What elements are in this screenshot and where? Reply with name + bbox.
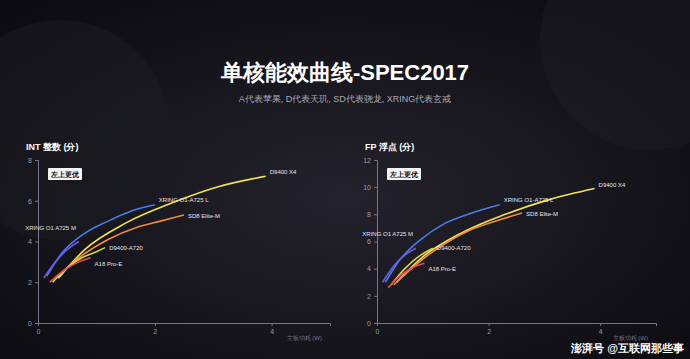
tick: 12 — [363, 157, 377, 164]
tick: 10 — [363, 184, 377, 191]
series-line — [58, 176, 265, 278]
tick-label: 0 — [37, 328, 41, 335]
x-axis: 0 2 4 — [376, 323, 657, 335]
series-line — [50, 258, 91, 282]
canvas: 单核能效曲线-SPEC2017 A代表苹果, D代表天玑, SD代表骁龙, XRI… — [0, 0, 690, 359]
tick-label: 10 — [363, 184, 371, 191]
badge — [387, 168, 421, 180]
tick-mark — [35, 242, 38, 243]
tick: 4 — [367, 265, 377, 272]
tick-mark — [374, 160, 377, 161]
chart-panel: 0 2 4 0 2 4 6 8 INT 整数 (分) 主板功耗 (W) 左上更优 D9400 X4 XR… — [25, 142, 330, 341]
tick: 2 — [153, 323, 157, 335]
tick: 0 — [28, 320, 38, 327]
badge-text: 左上更优 — [50, 171, 79, 179]
series-label: XRING O1-A725 L — [159, 197, 209, 203]
tick-label: 2 — [487, 328, 491, 335]
series-line — [394, 213, 522, 285]
x-axis: 0 2 4 — [37, 323, 331, 335]
series-label: XRING O1-A725 L — [504, 197, 554, 203]
tick-mark — [489, 323, 490, 326]
subtitle: A代表苹果, D代表天玑, SD代表骁龙, XRING代表玄戒 — [239, 94, 452, 104]
tick: 2 — [367, 293, 377, 300]
series-label: D9400-A720 — [437, 245, 471, 251]
y-axis: 0 2 4 6 8 — [28, 157, 38, 327]
tick: 6 — [367, 238, 377, 245]
tick-label: 2 — [153, 328, 157, 335]
badge — [48, 168, 82, 180]
tick-mark — [374, 242, 377, 243]
chart-panel: 0 2 4 0 2 4 6 8 10 12 FP 浮点 (分) 主板功耗 (W) 左上更优 D9400 X… — [362, 142, 656, 341]
tick: 2 — [487, 323, 491, 335]
decor-circle — [540, 0, 690, 150]
tick-mark — [35, 323, 38, 324]
tick: 0 — [376, 323, 380, 335]
tick-label: 4 — [367, 265, 371, 272]
axis-line — [35, 161, 39, 324]
tick-label: 6 — [28, 197, 32, 204]
tick-label: 0 — [376, 328, 380, 335]
tick-label: 4 — [599, 328, 603, 335]
series-labels: D9400 X4 XRING O1-A725 L SD8 Elite-M D9400-… — [25, 169, 297, 266]
tick: 0 — [37, 323, 41, 335]
tick-label: 0 — [367, 320, 371, 327]
tick-label: 8 — [28, 157, 32, 164]
tick: 0 — [367, 320, 377, 327]
series-label: D9400-A720 — [109, 245, 143, 251]
x-axis-title: 主板功耗 (W) — [613, 334, 648, 341]
tick-label: 4 — [270, 328, 274, 335]
series-label: D9400 X4 — [599, 182, 626, 188]
tick-label: 4 — [28, 238, 32, 245]
tick-mark — [374, 214, 377, 215]
series-label: SD8 Elite-M — [188, 213, 220, 219]
axis-line — [39, 324, 331, 327]
tick: 4 — [270, 323, 274, 335]
tick: 6 — [28, 197, 38, 204]
axis-line — [374, 161, 378, 324]
series-line — [47, 205, 155, 276]
tick-label: 6 — [367, 238, 371, 245]
tick-label: 12 — [363, 157, 371, 164]
tick-mark — [374, 323, 377, 324]
x-axis-title: 主板功耗 (W) — [287, 334, 322, 341]
series-label: SD8 Elite-M — [526, 211, 558, 217]
tick-mark — [35, 282, 38, 283]
series-line — [388, 263, 424, 287]
tick: 2 — [28, 279, 38, 286]
tick: 4 — [28, 238, 38, 245]
tick-mark — [35, 201, 38, 202]
badge-text: 左上更优 — [389, 171, 418, 179]
tick-mark — [272, 323, 273, 326]
series-labels: D9400 X4 XRING O1-A725 L SD8 Elite-M D9400-… — [362, 182, 626, 273]
series-label: XRING O1 A725 M — [362, 231, 413, 237]
tick-label: 0 — [28, 320, 32, 327]
series-label: A18 Pro-E — [428, 266, 456, 272]
series-label: D9400 X4 — [270, 169, 297, 175]
y-axis-title: FP 浮点 (分) — [365, 142, 414, 152]
tick-mark — [374, 187, 377, 188]
tick-label: 8 — [367, 211, 371, 218]
tick: 8 — [367, 211, 377, 218]
tick-mark — [600, 323, 601, 326]
plot-area — [44, 176, 266, 282]
axis-line — [378, 324, 657, 327]
y-axis: 0 2 4 6 8 10 12 — [363, 157, 377, 327]
tick-mark — [374, 269, 377, 270]
watermark: 澎湃号 @互联网那些事 — [570, 342, 684, 354]
title: 单核能效曲线-SPEC2017 — [220, 60, 469, 85]
tick-mark — [155, 323, 156, 326]
y-axis-title: INT 整数 (分) — [26, 142, 79, 152]
tick: 4 — [599, 323, 603, 335]
tick-mark — [35, 160, 38, 161]
tick-mark — [374, 296, 377, 297]
series-label: XRING O1 A725 M — [25, 225, 76, 231]
tick: 8 — [28, 157, 38, 164]
tick-label: 2 — [28, 279, 32, 286]
tick-label: 2 — [367, 293, 371, 300]
plot-area — [383, 189, 595, 288]
series-label: A18 Pro-E — [95, 261, 123, 267]
